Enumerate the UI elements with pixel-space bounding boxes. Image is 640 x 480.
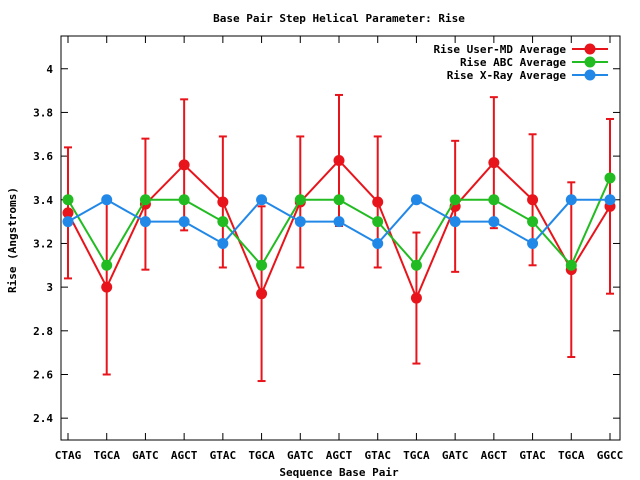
data-point bbox=[488, 194, 499, 205]
x-tick-label: GGCC bbox=[597, 449, 624, 462]
data-point bbox=[334, 194, 345, 205]
data-point bbox=[140, 194, 151, 205]
data-point bbox=[527, 238, 538, 249]
legend-marker bbox=[585, 70, 596, 81]
chart-title: Base Pair Step Helical Parameter: Rise bbox=[213, 12, 465, 25]
data-point bbox=[372, 238, 383, 249]
data-point bbox=[101, 282, 112, 293]
data-point bbox=[372, 216, 383, 227]
data-point bbox=[256, 194, 267, 205]
x-tick-label: AGCT bbox=[171, 449, 198, 462]
data-point bbox=[411, 293, 422, 304]
data-point bbox=[605, 172, 616, 183]
legend-marker bbox=[585, 44, 596, 55]
y-tick-label: 3.4 bbox=[33, 194, 53, 207]
data-point bbox=[179, 159, 190, 170]
data-point bbox=[372, 196, 383, 207]
data-point bbox=[101, 194, 112, 205]
rise-chart: Base Pair Step Helical Parameter: Rise 2… bbox=[0, 0, 640, 480]
data-point bbox=[488, 157, 499, 168]
data-point bbox=[566, 260, 577, 271]
legend-label: Rise ABC Average bbox=[460, 56, 566, 69]
y-tick-label: 4 bbox=[46, 63, 53, 76]
legend-item: Rise X-Ray Average bbox=[447, 69, 608, 82]
data-point bbox=[334, 216, 345, 227]
data-point bbox=[63, 194, 74, 205]
data-point bbox=[179, 194, 190, 205]
y-tick-label: 2.8 bbox=[33, 325, 53, 338]
data-point bbox=[450, 216, 461, 227]
data-point bbox=[101, 260, 112, 271]
data-point bbox=[140, 216, 151, 227]
data-point bbox=[295, 194, 306, 205]
x-tick-label: GTAC bbox=[519, 449, 546, 462]
legend-label: Rise X-Ray Average bbox=[447, 69, 567, 82]
data-point bbox=[411, 260, 422, 271]
y-tick-label: 3.6 bbox=[33, 150, 53, 163]
x-tick-label: AGCT bbox=[326, 449, 353, 462]
data-point bbox=[179, 216, 190, 227]
series-layer bbox=[63, 95, 616, 381]
y-axis-title: Rise (Angstroms) bbox=[6, 187, 19, 293]
x-tick-label: CTAG bbox=[55, 449, 82, 462]
y-tick-label: 2.4 bbox=[33, 412, 53, 425]
x-tick-label: GTAC bbox=[210, 449, 237, 462]
x-tick-label: GATC bbox=[442, 449, 469, 462]
data-point bbox=[605, 194, 616, 205]
data-point bbox=[334, 155, 345, 166]
data-point bbox=[256, 260, 267, 271]
x-tick-label: AGCT bbox=[481, 449, 508, 462]
x-axis-title: Sequence Base Pair bbox=[279, 466, 399, 479]
data-point bbox=[295, 216, 306, 227]
x-tick-label: TGCA bbox=[93, 449, 120, 462]
y-tick-label: 3.2 bbox=[33, 237, 53, 250]
data-point bbox=[217, 216, 228, 227]
data-point bbox=[527, 216, 538, 227]
y-tick-label: 2.6 bbox=[33, 368, 53, 381]
data-point bbox=[63, 216, 74, 227]
data-point bbox=[566, 194, 577, 205]
legend-item: Rise User-MD Average bbox=[434, 43, 608, 56]
x-tick-label: TGCA bbox=[558, 449, 585, 462]
y-tick-label: 3 bbox=[46, 281, 53, 294]
data-point bbox=[411, 194, 422, 205]
data-point bbox=[217, 238, 228, 249]
x-tick-label: GTAC bbox=[364, 449, 391, 462]
data-point bbox=[527, 194, 538, 205]
x-tick-label: GATC bbox=[132, 449, 159, 462]
data-point bbox=[488, 216, 499, 227]
data-point bbox=[217, 196, 228, 207]
legend-marker bbox=[585, 57, 596, 68]
x-tick-label: TGCA bbox=[248, 449, 275, 462]
data-point bbox=[450, 194, 461, 205]
x-tick-label: GATC bbox=[287, 449, 314, 462]
legend-item: Rise ABC Average bbox=[460, 56, 608, 69]
y-tick-label: 3.8 bbox=[33, 106, 53, 119]
data-point bbox=[256, 288, 267, 299]
x-tick-label: TGCA bbox=[403, 449, 430, 462]
legend-label: Rise User-MD Average bbox=[434, 43, 567, 56]
